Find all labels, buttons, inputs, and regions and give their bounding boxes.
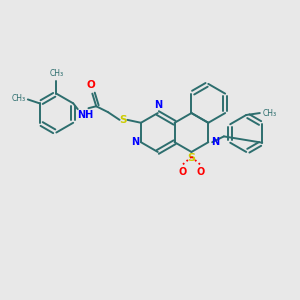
Text: S: S — [188, 153, 196, 163]
Text: O: O — [87, 80, 96, 90]
Text: N: N — [131, 137, 139, 147]
Text: CH₃: CH₃ — [263, 109, 277, 118]
Text: O: O — [178, 167, 187, 176]
Text: O: O — [196, 167, 204, 176]
Text: S: S — [120, 115, 127, 125]
Text: N: N — [211, 137, 219, 147]
Text: N: N — [154, 100, 162, 110]
Text: CH₃: CH₃ — [49, 69, 63, 78]
Text: NH: NH — [77, 110, 94, 120]
Text: CH₃: CH₃ — [12, 94, 26, 103]
